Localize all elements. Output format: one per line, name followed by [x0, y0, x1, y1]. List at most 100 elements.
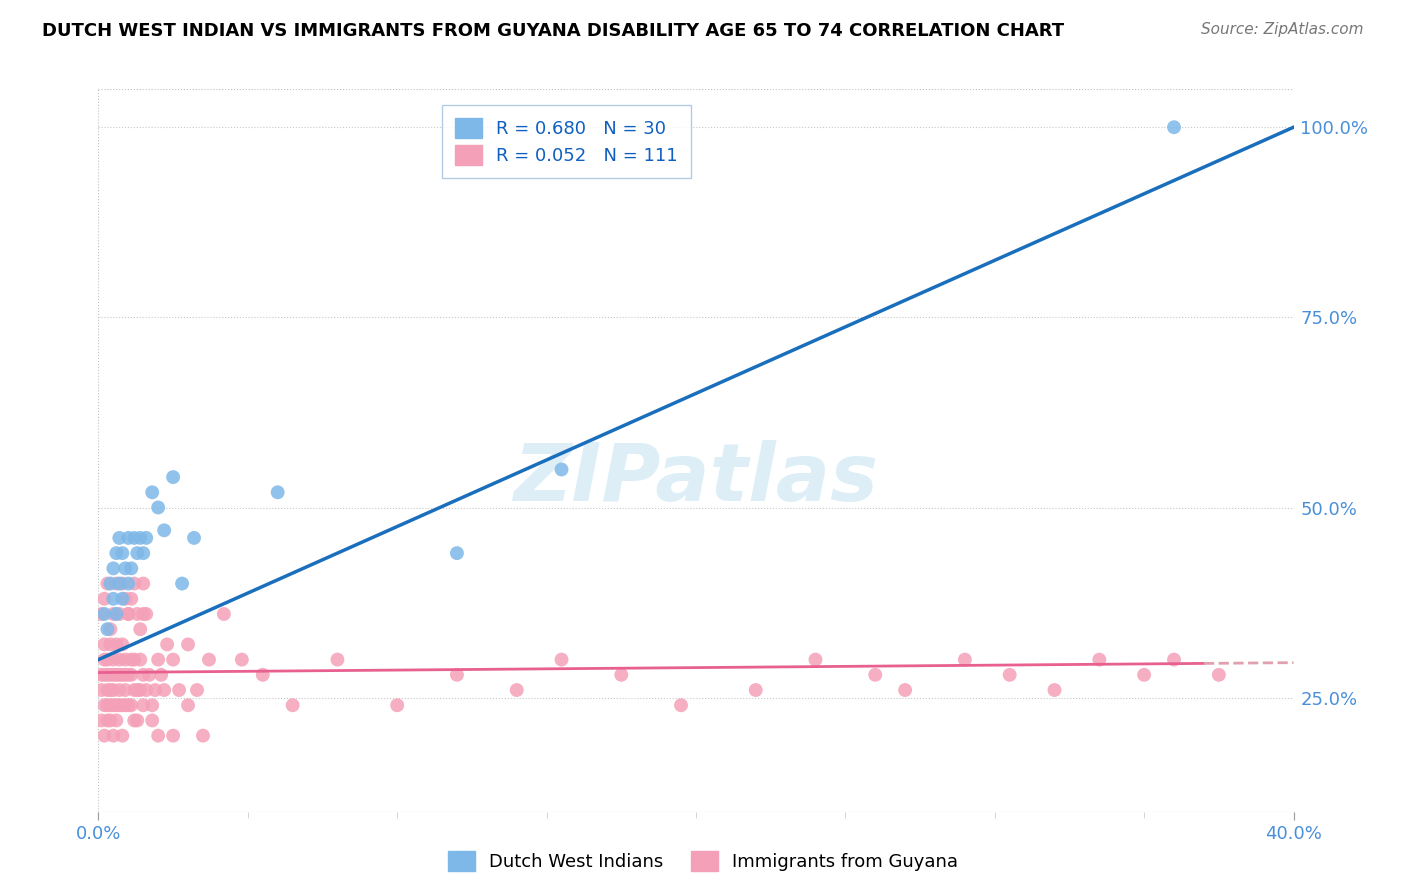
- Point: [150, 668, 173, 682]
- Point: [953, 652, 976, 666]
- Point: [141, 485, 163, 500]
- Point: [267, 485, 290, 500]
- Point: [103, 729, 125, 743]
- Point: [117, 607, 139, 621]
- Point: [103, 668, 125, 682]
- Point: [124, 531, 146, 545]
- Point: [385, 698, 409, 713]
- Point: [1043, 683, 1066, 698]
- Point: [96, 622, 118, 636]
- Point: [129, 531, 152, 545]
- Point: [111, 576, 134, 591]
- Point: [141, 698, 163, 713]
- Point: [153, 524, 176, 538]
- Point: [865, 668, 887, 682]
- Point: [90, 668, 112, 682]
- Point: [111, 591, 134, 606]
- Point: [1163, 120, 1185, 135]
- Point: [127, 683, 149, 698]
- Point: [550, 462, 572, 476]
- Legend: R = 0.680   N = 30, R = 0.052   N = 111: R = 0.680 N = 30, R = 0.052 N = 111: [441, 105, 690, 178]
- Point: [446, 546, 468, 560]
- Point: [111, 729, 134, 743]
- Point: [167, 683, 190, 698]
- Point: [231, 652, 253, 666]
- Point: [156, 637, 179, 651]
- Point: [93, 637, 115, 651]
- Point: [186, 683, 208, 698]
- Point: [96, 652, 118, 666]
- Point: [103, 698, 125, 713]
- Point: [1163, 652, 1185, 666]
- Point: [894, 683, 917, 698]
- Point: [105, 637, 128, 651]
- Point: [120, 652, 142, 666]
- Point: [105, 668, 128, 682]
- Point: [148, 500, 170, 515]
- Point: [114, 561, 136, 575]
- Text: DUTCH WEST INDIAN VS IMMIGRANTS FROM GUYANA DISABILITY AGE 65 TO 74 CORRELATION : DUTCH WEST INDIAN VS IMMIGRANTS FROM GUY…: [42, 22, 1064, 40]
- Point: [550, 652, 572, 666]
- Point: [148, 652, 170, 666]
- Legend: Dutch West Indians, Immigrants from Guyana: Dutch West Indians, Immigrants from Guya…: [440, 844, 966, 879]
- Point: [117, 576, 139, 591]
- Point: [1133, 668, 1156, 682]
- Point: [93, 591, 115, 606]
- Point: [108, 683, 131, 698]
- Point: [198, 652, 221, 666]
- Point: [129, 652, 152, 666]
- Point: [127, 546, 149, 560]
- Point: [93, 729, 115, 743]
- Point: [96, 714, 118, 728]
- Point: [172, 576, 194, 591]
- Point: [103, 683, 125, 698]
- Point: [120, 561, 142, 575]
- Point: [135, 683, 157, 698]
- Point: [132, 668, 155, 682]
- Point: [138, 668, 160, 682]
- Point: [114, 683, 136, 698]
- Point: [326, 652, 349, 666]
- Point: [108, 698, 131, 713]
- Point: [90, 683, 112, 698]
- Point: [111, 546, 134, 560]
- Point: [120, 668, 142, 682]
- Point: [162, 470, 184, 484]
- Point: [141, 714, 163, 728]
- Point: [148, 729, 170, 743]
- Point: [111, 637, 134, 651]
- Point: [108, 652, 131, 666]
- Point: [117, 668, 139, 682]
- Point: [98, 637, 122, 651]
- Point: [998, 668, 1021, 682]
- Point: [96, 576, 118, 591]
- Point: [96, 698, 118, 713]
- Point: [93, 668, 115, 682]
- Point: [1208, 668, 1230, 682]
- Text: ZIPatlas: ZIPatlas: [513, 441, 879, 518]
- Point: [108, 576, 131, 591]
- Point: [135, 531, 157, 545]
- Point: [143, 683, 166, 698]
- Point: [177, 637, 200, 651]
- Point: [114, 698, 136, 713]
- Point: [124, 683, 146, 698]
- Point: [669, 698, 692, 713]
- Point: [103, 607, 125, 621]
- Point: [108, 607, 131, 621]
- Point: [120, 698, 142, 713]
- Point: [93, 607, 115, 621]
- Point: [111, 668, 134, 682]
- Point: [117, 698, 139, 713]
- Point: [252, 668, 274, 682]
- Point: [105, 714, 128, 728]
- Point: [120, 591, 142, 606]
- Point: [114, 652, 136, 666]
- Point: [98, 622, 122, 636]
- Point: [105, 698, 128, 713]
- Point: [124, 714, 146, 728]
- Point: [117, 607, 139, 621]
- Point: [105, 576, 128, 591]
- Point: [281, 698, 304, 713]
- Point: [93, 652, 115, 666]
